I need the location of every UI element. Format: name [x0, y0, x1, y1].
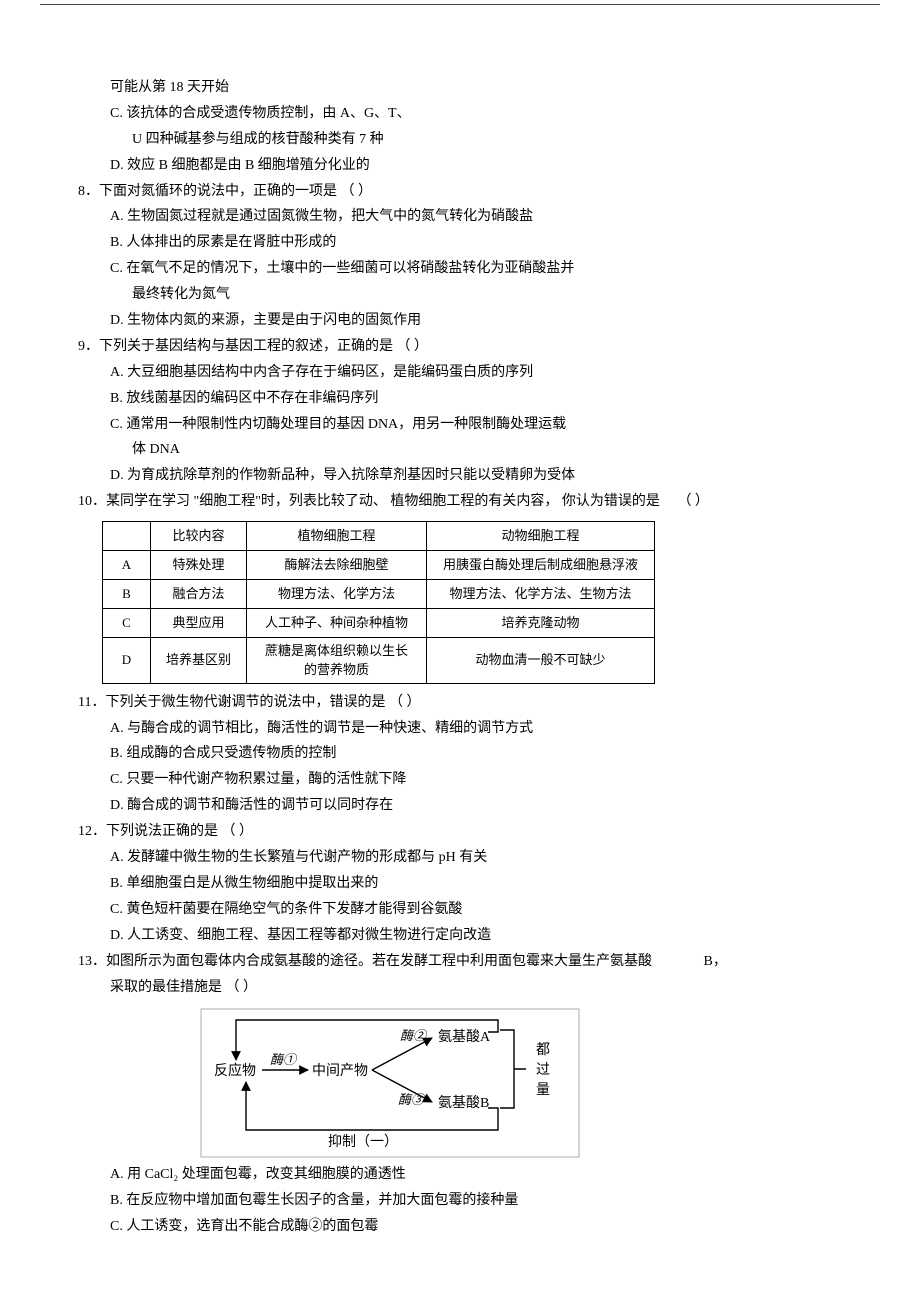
q11-option-c: C. 只要一种代谢产物积累过量，酶的活性就下降 [110, 767, 860, 793]
table-cell: 融合方法 [151, 580, 247, 609]
q12-option-b: B. 单细胞蛋白是从微生物细胞中提取出来的 [110, 871, 860, 897]
svg-text:氨基酸A: 氨基酸A [438, 1028, 491, 1045]
table-cell: B [103, 580, 151, 609]
table-row: 比较内容 植物细胞工程 动物细胞工程 [103, 522, 655, 551]
question-number: 9． [78, 334, 99, 360]
table-cell: 酶解法去除细胞壁 [247, 551, 427, 580]
q13-option-b: B. 在反应物中增加面包霉生长因子的含量，并加大面包霉的接种量 [110, 1188, 860, 1214]
question-stem: 下列说法正确的是 （ ） [106, 819, 860, 845]
pre-line-1: 可能从第 18 天开始 [110, 75, 860, 101]
question-stem: 下列关于基因结构与基因工程的叙述，正确的是 （ ） [99, 334, 860, 360]
question-stem: 如图所示为面包霉体内合成氨基酸的途径。若在发酵工程中利用面包霉来大量生产氨基酸 … [106, 949, 860, 975]
pre-option-c-line2: U 四种碱基参与组成的核苷酸种类有 7 种 [132, 127, 860, 153]
svg-text:酶③: 酶③ [398, 1092, 426, 1107]
q13-stem-a: 如图所示为面包霉体内合成氨基酸的途径。若在发酵工程中利用面包霉来大量生产氨基酸 [106, 954, 652, 969]
question-number: 11． [78, 690, 105, 716]
pre-option-c-line1: C. 该抗体的合成受遗传物质控制，由 A、G、T、 [110, 101, 860, 127]
table-cell: 植物细胞工程 [247, 522, 427, 551]
table-cell: 用胰蛋白酶处理后制成细胞悬浮液 [427, 551, 655, 580]
table-cell: C [103, 609, 151, 638]
svg-text:酶①: 酶① [270, 1052, 298, 1067]
q9-option-a: A. 大豆细胞基因结构中内含子存在于编码区，是能编码蛋白质的序列 [110, 360, 860, 386]
table-row: C 典型应用 人工种子、种间杂种植物 培养克隆动物 [103, 609, 655, 638]
pre-option-d: D. 效应 B 细胞都是由 B 细胞增殖分化业的 [110, 153, 860, 179]
question-11: 11． 下列关于微生物代谢调节的说法中，错误的是 （ ） [78, 690, 860, 716]
q11-option-b: B. 组成酶的合成只受遗传物质的控制 [110, 741, 860, 767]
table-cell: 物理方法、化学方法 [247, 580, 427, 609]
comparison-table: 比较内容 植物细胞工程 动物细胞工程 A 特殊处理 酶解法去除细胞壁 用胰蛋白酶… [102, 521, 655, 684]
question-number: 10． [78, 489, 106, 515]
table-cell: 人工种子、种间杂种植物 [247, 609, 427, 638]
question-stem: 下面对氮循环的说法中，正确的一项是 （ ） [99, 179, 860, 205]
table-cell: 特殊处理 [151, 551, 247, 580]
exam-page: 可能从第 18 天开始 C. 该抗体的合成受遗传物质控制，由 A、G、T、 U … [0, 15, 920, 1280]
q9-option-c-line2: 体 DNA [132, 437, 860, 463]
svg-text:过: 过 [536, 1062, 550, 1078]
table-cell [103, 522, 151, 551]
table-cell: 动物血清一般不可缺少 [427, 638, 655, 683]
q9-option-b: B. 放线菌基因的编码区中不存在非编码序列 [110, 386, 860, 412]
q13-option-a: A. 用 CaCl₂ 处理面包霉，改变其细胞膜的通透性 [110, 1162, 860, 1188]
q12-option-d: D. 人工诱变、细胞工程、基因工程等都对微生物进行定向改造 [110, 923, 860, 949]
q13-stem-line2: 采取的最佳措施是 （ ） [110, 975, 860, 1001]
q12-option-a: A. 发酵罐中微生物的生长繁殖与代谢产物的形成都与 pH 有关 [110, 845, 860, 871]
q13-option-c: C. 人工诱变，选育出不能合成酶②的面包霉 [110, 1214, 860, 1240]
question-number: 8． [78, 179, 99, 205]
q8-option-a: A. 生物固氮过程就是通过固氮微生物，把大气中的氮气转化为硝酸盐 [110, 204, 860, 230]
q10-stem-a: 某同学在学习 "细胞工程"时，列表比较了动、 植物细胞工程的有关内容， 你认为错… [106, 494, 660, 509]
question-stem: 某同学在学习 "细胞工程"时，列表比较了动、 植物细胞工程的有关内容， 你认为错… [106, 489, 860, 515]
question-number: 12． [78, 819, 106, 845]
q11-option-d: D. 酶合成的调节和酶活性的调节可以同时存在 [110, 793, 860, 819]
table-cell: 比较内容 [151, 522, 247, 551]
table-body: 比较内容 植物细胞工程 动物细胞工程 A 特殊处理 酶解法去除细胞壁 用胰蛋白酶… [103, 522, 655, 684]
table-cell: 培养基区别 [151, 638, 247, 683]
svg-text:反应物: 反应物 [214, 1062, 256, 1079]
question-8: 8． 下面对氮循环的说法中，正确的一项是 （ ） [78, 179, 860, 205]
q11-option-a: A. 与酶合成的调节相比，酶活性的调节是一种快速、精细的调节方式 [110, 716, 860, 742]
table-cell: 培养克隆动物 [427, 609, 655, 638]
question-stem: 下列关于微生物代谢调节的说法中，错误的是 （ ） [105, 690, 860, 716]
svg-text:氨基酸B: 氨基酸B [438, 1094, 489, 1111]
table-cell: 蔗糖是离体组织赖以生长的营养物质 [247, 638, 427, 683]
table-cell: A [103, 551, 151, 580]
table-row: B 融合方法 物理方法、化学方法 物理方法、化学方法、生物方法 [103, 580, 655, 609]
question-12: 12． 下列说法正确的是 （ ） [78, 819, 860, 845]
question-number: 13． [78, 949, 106, 975]
q9-option-d: D. 为育成抗除草剂的作物新品种，导入抗除草剂基因时只能以受精卵为受体 [110, 463, 860, 489]
q10-stem-b: （ ） [677, 489, 709, 515]
q9-option-c-line1: C. 通常用一种限制性内切酶处理目的基因 DNA，用另一种限制酶处理运载 [110, 412, 860, 438]
svg-text:中间产物: 中间产物 [312, 1063, 368, 1079]
question-10: 10． 某同学在学习 "细胞工程"时，列表比较了动、 植物细胞工程的有关内容， … [78, 489, 860, 515]
svg-text:抑制（一）: 抑制（一） [328, 1134, 398, 1150]
svg-text:酶②: 酶② [400, 1028, 428, 1043]
question-9: 9． 下列关于基因结构与基因工程的叙述，正确的是 （ ） [78, 334, 860, 360]
q8-option-b: B. 人体排出的尿素是在肾脏中形成的 [110, 230, 860, 256]
q12-option-c: C. 黄色短杆菌要在隔绝空气的条件下发酵才能得到谷氨酸 [110, 897, 860, 923]
table-row: A 特殊处理 酶解法去除细胞壁 用胰蛋白酶处理后制成细胞悬浮液 [103, 551, 655, 580]
q8-option-d: D. 生物体内氮的来源，主要是由于闪电的固氮作用 [110, 308, 860, 334]
svg-text:都: 都 [536, 1042, 550, 1058]
svg-text:量: 量 [536, 1082, 550, 1098]
table-cell: 动物细胞工程 [427, 522, 655, 551]
q8-option-c-line2: 最终转化为氮气 [132, 282, 860, 308]
table-row: D 培养基区别 蔗糖是离体组织赖以生长的营养物质 动物血清一般不可缺少 [103, 638, 655, 683]
question-13: 13． 如图所示为面包霉体内合成氨基酸的途径。若在发酵工程中利用面包霉来大量生产… [78, 949, 860, 975]
pathway-diagram: 反应物酶① 中间产物 酶② 酶③ 氨基酸A 氨基酸B 都过量抑制（一） [200, 1008, 860, 1158]
table-cell: 典型应用 [151, 609, 247, 638]
table-cell: 物理方法、化学方法、生物方法 [427, 580, 655, 609]
table-cell: D [103, 638, 151, 683]
q8-option-c-line1: C. 在氧气不足的情况下，土壤中的一些细菌可以将硝酸盐转化为亚硝酸盐并 [110, 256, 860, 282]
q13-stem-b: B， [704, 954, 727, 969]
